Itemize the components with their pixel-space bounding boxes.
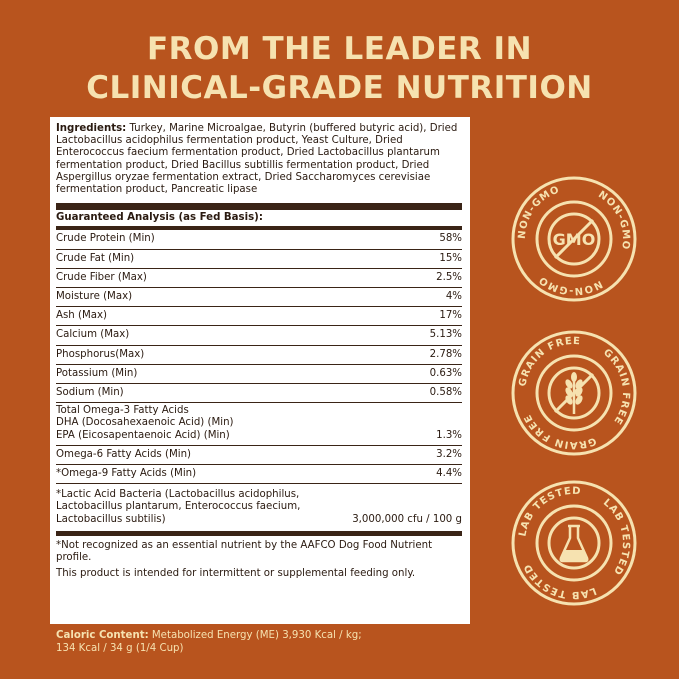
row-name: Crude Fiber (Max) xyxy=(56,271,147,283)
svg-text:LAB TESTED: LAB TESTED xyxy=(517,486,581,538)
medium-divider xyxy=(56,226,462,231)
omega3-line-2: DHA (Docosahexaenoic Acid) (Min) xyxy=(56,417,234,429)
table-row: Crude Protein (Min) 58% xyxy=(56,230,462,250)
flask-icon xyxy=(547,516,601,570)
non-gmo-badge: NON-GMO NON-GMO NON-GMO GMO xyxy=(511,176,637,302)
row-name: Crude Protein (Min) xyxy=(56,233,155,245)
crossed-wheat-icon xyxy=(547,366,601,420)
grain-free-badge-graphic: GRAIN FREE GRAIN FREE GRAIN FREE xyxy=(511,330,637,456)
omega3-line-1: Total Omega-3 Fatty Acids xyxy=(56,405,189,417)
grain-free-badge: GRAIN FREE GRAIN FREE GRAIN FREE xyxy=(511,330,637,456)
table-row: Phosphorus(Max) 2.78% xyxy=(56,346,462,365)
omega3-row: Total Omega-3 Fatty Acids DHA (Docosahex… xyxy=(56,403,462,446)
lab-tested-badge-graphic: LAB TESTED LAB TESTED LAB TESTED xyxy=(511,480,637,606)
table-row: Calcium (Max) 5.13% xyxy=(56,326,462,346)
row-name: Moisture (Max) xyxy=(56,291,133,303)
crossed-gmo-icon: GMO xyxy=(547,212,601,266)
lab-tested-badge: LAB TESTED LAB TESTED LAB TESTED xyxy=(511,480,637,606)
bacteria-line-3: Lactobacillus subtilis) xyxy=(56,513,166,525)
row-value: 4% xyxy=(445,291,462,303)
table-row: Sodium (Min) 0.58% xyxy=(56,384,462,404)
non-gmo-ring-text-2: NON-GMO xyxy=(596,189,630,250)
row-value: 3.2% xyxy=(436,448,462,460)
row-name: Ash (Max) xyxy=(56,310,107,322)
analysis-title: Guaranteed Analysis (as Fed Basis): xyxy=(56,212,263,224)
caloric-line-2: 134 Kcal / 34 g (1/4 Cup) xyxy=(56,643,184,654)
row-name: Crude Fat (Min) xyxy=(56,252,135,264)
row-name: Phosphorus(Max) xyxy=(56,348,145,360)
analysis-table: Crude Protein (Min) 58% Crude Fat (Min) 15… xyxy=(56,230,462,536)
headline-line-1: FROM THE LEADER IN xyxy=(146,31,533,67)
row-name: Potassium (Min) xyxy=(56,367,138,379)
bacteria-line-1: *Lactic Acid Bacteria (Lactobacillus aci… xyxy=(56,489,300,501)
omega3-line-3: EPA (Eicosapentaenoic Acid) (Min) xyxy=(56,429,230,441)
grain-free-ring-text-3: GRAIN FREE xyxy=(522,412,596,450)
table-row: Potassium (Min) 0.63% xyxy=(56,365,462,385)
bottom-divider xyxy=(56,530,462,536)
row-value: 0.63% xyxy=(429,367,462,379)
row-name: Calcium (Max) xyxy=(56,329,130,341)
caloric-label: Caloric Content: xyxy=(56,630,149,641)
svg-text:GRAIN FREE: GRAIN FREE xyxy=(522,412,597,450)
row-name: Sodium (Min) xyxy=(56,387,124,399)
row-value: 0.58% xyxy=(429,387,462,399)
table-row: Crude Fiber (Max) 2.5% xyxy=(56,269,462,289)
row-value: 58% xyxy=(439,233,462,245)
row-value: 2.78% xyxy=(429,348,462,360)
heavy-divider xyxy=(56,203,462,211)
svg-text:LAB TESTED: LAB TESTED xyxy=(522,561,598,600)
note-aafco: *Not recognized as an essential nutrient… xyxy=(56,539,433,564)
lab-tested-ring-text-1: LAB TESTED xyxy=(517,486,580,538)
lab-tested-ring-text-3: LAB TESTED xyxy=(522,561,597,600)
row-name: Omega-6 Fatty Acids (Min) xyxy=(56,448,191,460)
row-value: 17% xyxy=(439,310,462,322)
nutrition-panel: Ingredients: Turkey, Marine Microalgae, … xyxy=(50,117,470,624)
omega3-value: 1.3% xyxy=(436,429,462,441)
svg-text:NON-GMO: NON-GMO xyxy=(596,189,631,250)
row-value: 5.13% xyxy=(429,329,462,341)
row-value: 15% xyxy=(439,252,462,264)
table-row: *Omega-9 Fatty Acids (Min) 4.4% xyxy=(56,465,462,485)
ingredients-paragraph: Ingredients: Turkey, Marine Microalgae, … xyxy=(56,123,462,196)
ingredients-label: Ingredients: xyxy=(56,123,127,134)
notes: *Not recognized as an essential nutrient… xyxy=(56,536,462,581)
row-value: 2.5% xyxy=(436,271,462,283)
non-gmo-badge-graphic: NON-GMO NON-GMO NON-GMO GMO xyxy=(511,176,637,302)
headline-line-2: CLINICAL-GRADE NUTRITION xyxy=(86,70,593,106)
bacteria-row: *Lactic Acid Bacteria (Lactobacillus aci… xyxy=(56,484,462,531)
caloric-content: Caloric Content: Metabolized Energy (ME)… xyxy=(56,629,476,655)
ingredients-text: Turkey, Marine Microalgae, Butyrin (buff… xyxy=(56,123,458,196)
bacteria-line-2: Lactobacillus plantarum, Enterococcus fa… xyxy=(56,501,301,513)
row-value: 4.4% xyxy=(436,468,462,480)
table-row: Moisture (Max) 4% xyxy=(56,288,462,308)
table-row: Crude Fat (Min) 15% xyxy=(56,250,462,269)
bacteria-value: 3,000,000 cfu / 100 g xyxy=(352,513,462,525)
caloric-line-1: Metabolized Energy (ME) 3,930 Kcal / kg; xyxy=(148,630,362,641)
note-feeding: This product is intended for intermitten… xyxy=(56,568,416,580)
table-row: Ash (Max) 17% xyxy=(56,307,462,327)
headline: FROM THE LEADER IN CLINICAL-GRADE NUTRIT… xyxy=(0,30,679,108)
table-row: Omega-6 Fatty Acids (Min) 3.2% xyxy=(56,446,462,466)
row-name: *Omega-9 Fatty Acids (Min) xyxy=(56,468,197,480)
